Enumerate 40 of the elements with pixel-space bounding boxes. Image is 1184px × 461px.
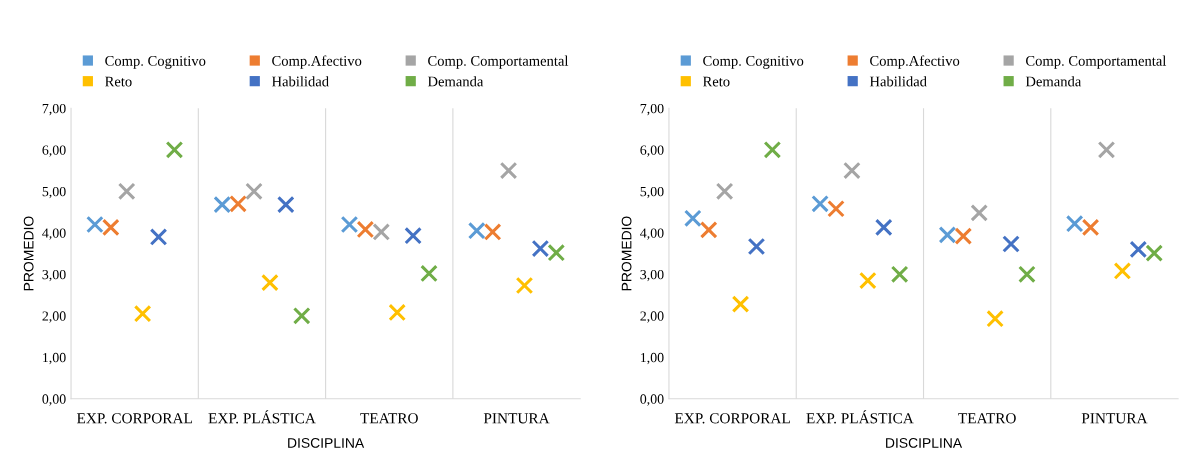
y-tick-label: 6,00	[640, 145, 664, 157]
legend-label: Comp. Cognitivo	[703, 55, 804, 69]
y-tick-label: 0,00	[42, 394, 66, 406]
y-axis-title: PROMEDIO	[23, 216, 34, 291]
x-tick-label: EXP. CORPORAL	[76, 413, 192, 424]
legend-label: Comp.Afectivo	[272, 55, 362, 69]
y-tick-label: 7,00	[640, 103, 664, 116]
x-tick-label: PINTURA	[1081, 413, 1148, 424]
y-axis-title: PROMEDIO	[621, 216, 632, 291]
x-tick-label: EXP. CORPORAL	[674, 413, 790, 424]
y-tick-label: 6,00	[42, 145, 66, 157]
y-tick-label: 0,00	[640, 394, 664, 406]
x-tick-label: EXP. PLÁSTICA	[208, 410, 316, 424]
y-tick-label: 1,00	[641, 352, 664, 365]
legend-label: Comp.Afectivo	[870, 55, 960, 69]
y-tick-label: 4,00	[640, 228, 664, 240]
x-tick-label: PINTURA	[483, 413, 550, 424]
x-axis-title: DISCIPLINA	[886, 437, 963, 448]
legend-label: Habilidad	[271, 76, 329, 87]
y-tick-label: 7,00	[42, 103, 66, 116]
x-tick-label: TEATRO	[360, 413, 418, 424]
legend-label: Demanda	[427, 76, 484, 87]
y-tick-label: 3,00	[640, 269, 664, 282]
y-tick-label: 5,00	[42, 186, 66, 199]
legend-label: Comp. Cognitivo	[105, 55, 206, 69]
y-tick-label: 5,00	[640, 186, 664, 199]
legend-label: Reto	[105, 76, 132, 87]
y-tick-label: 2,00	[640, 311, 664, 323]
x-tick-label: EXP. PLÁSTICA	[806, 410, 914, 424]
legend-label: Comp. Comportamental	[428, 55, 569, 69]
legend-label: Demanda	[1025, 76, 1082, 87]
legend-label: Comp. Comportamental	[1026, 55, 1167, 69]
legend-label: Reto	[702, 76, 730, 87]
legend-label: Habilidad	[869, 76, 927, 87]
x-tick-label: TEATRO	[958, 413, 1016, 424]
y-tick-label: 4,00	[42, 228, 66, 240]
x-axis-title: DISCIPLINA	[288, 437, 365, 448]
y-tick-label: 1,00	[43, 352, 66, 365]
y-tick-label: 2,00	[42, 311, 66, 323]
y-tick-label: 3,00	[42, 269, 66, 282]
